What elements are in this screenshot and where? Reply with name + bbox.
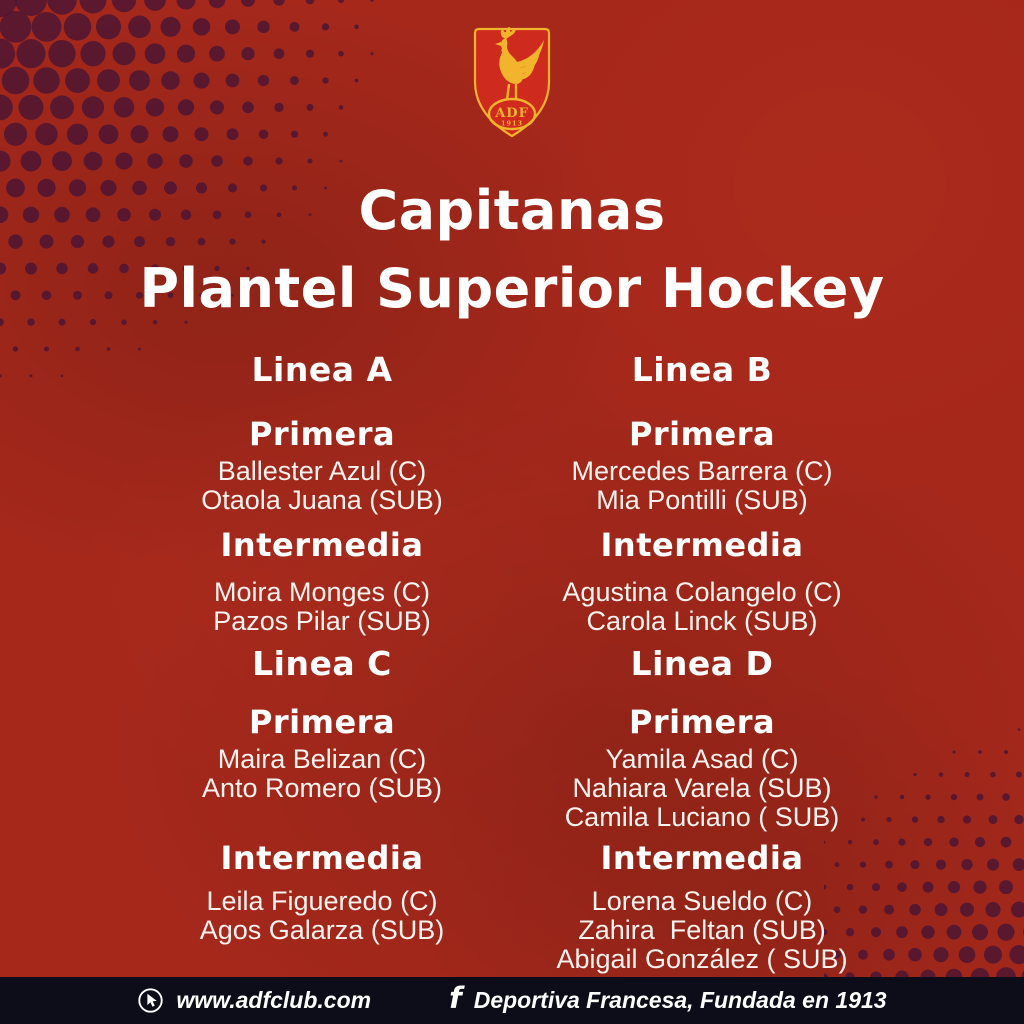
player-name: Pazos Pilar (SUB)	[213, 606, 431, 636]
linea-b-heading: Linea B	[631, 350, 773, 389]
linea-a-heading: Linea A	[251, 350, 393, 389]
group-heading: Intermedia	[600, 839, 804, 877]
crest-abbr-text: ADF	[494, 106, 529, 121]
group-heading: Primera	[628, 415, 776, 453]
captains-roster: Linea A Linea B Primera Ballester Azul (…	[132, 352, 892, 974]
player-name: Leila Figueredo (C)	[206, 886, 438, 916]
cursor-pointer-icon	[138, 988, 164, 1013]
player-name: Carola Linck (SUB)	[586, 606, 818, 636]
player-name: Abigail González ( SUB)	[556, 944, 848, 974]
player-name: Mercedes Barrera (C)	[571, 456, 833, 486]
linea-a-intermedia-group: Intermedia Moira Monges (C) Pazos Pilar …	[132, 529, 512, 636]
linea-b-intermedia-group: Intermedia Agustina Colangelo (C) Carola…	[512, 529, 892, 636]
player-name: Zahira Feltan (SUB)	[578, 915, 826, 945]
website-link[interactable]: www.adfclub.com	[137, 987, 371, 1014]
page-title: Capitanas Plantel Superior Hockey	[0, 172, 1024, 328]
title-line-2: Plantel Superior Hockey	[139, 257, 885, 320]
linea-b-primera-group: Primera Mercedes Barrera (C) Mia Pontill…	[512, 418, 892, 515]
title-line-1: Capitanas	[358, 179, 666, 242]
player-name: Agos Galarza (SUB)	[199, 915, 445, 945]
player-name: Lorena Sueldo (C)	[591, 886, 813, 916]
crest-ball-shape	[487, 97, 537, 131]
facebook-text: Deportiva Francesa, Fundada en 1913	[473, 987, 887, 1013]
player-name: Anto Romero (SUB)	[201, 773, 443, 803]
player-name: Ballester Azul (C)	[217, 456, 427, 486]
player-name: Yamila Asad (C)	[605, 744, 799, 774]
group-heading: Intermedia	[220, 839, 424, 877]
player-name: Otaola Juana (SUB)	[201, 485, 443, 515]
group-heading: Intermedia	[220, 526, 424, 564]
player-name: Camila Luciano ( SUB)	[564, 802, 840, 832]
group-heading: Intermedia	[600, 526, 804, 564]
linea-d-intermedia-group: Intermedia Lorena Sueldo (C) Zahira Felt…	[512, 842, 892, 974]
linea-c-intermedia-group: Intermedia Leila Figueredo (C) Agos Gala…	[132, 842, 512, 974]
group-heading: Primera	[628, 703, 776, 741]
crest-year-text: 1913	[501, 120, 523, 128]
group-heading: Primera	[248, 415, 396, 453]
linea-a-primera-group: Primera Ballester Azul (C) Otaola Juana …	[132, 418, 512, 515]
linea-c-primera-group: Primera Maira Belizan (C) Anto Romero (S…	[132, 706, 512, 832]
facebook-icon: f	[449, 981, 462, 1015]
rooster-icon	[495, 27, 544, 101]
linea-c-heading: Linea C	[252, 644, 392, 683]
player-name: Mia Pontilli (SUB)	[596, 485, 808, 515]
player-name: Maira Belizan (C)	[217, 744, 427, 774]
footer-bar: www.adfclub.com f Deportiva Francesa, Fu…	[0, 977, 1024, 1024]
facebook-link[interactable]: f Deportiva Francesa, Fundada en 1913	[449, 981, 887, 1015]
player-name: Moira Monges (C)	[213, 577, 431, 607]
player-name: Nahiara Varela (SUB)	[572, 773, 832, 803]
group-heading: Primera	[248, 703, 396, 741]
website-url: www.adfclub.com	[176, 987, 372, 1013]
player-name: Agustina Colangelo (C)	[562, 577, 842, 607]
club-crest: ADF 1913	[473, 27, 551, 138]
linea-d-primera-group: Primera Yamila Asad (C) Nahiara Varela (…	[512, 706, 892, 832]
linea-d-heading: Linea D	[630, 644, 774, 683]
